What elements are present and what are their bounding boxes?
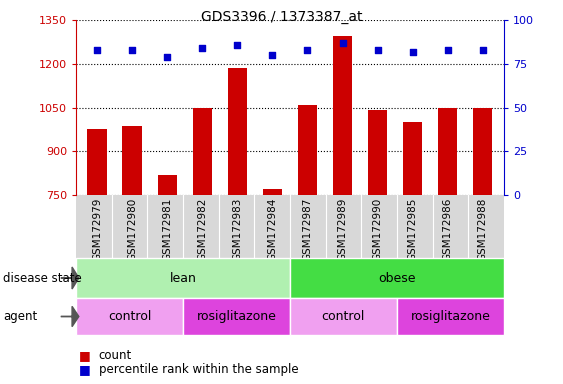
Text: disease state: disease state xyxy=(3,271,82,285)
Text: rosiglitazone: rosiglitazone xyxy=(410,310,490,323)
Point xyxy=(233,41,242,48)
Bar xyxy=(263,189,282,195)
Point xyxy=(373,47,382,53)
Point xyxy=(479,47,488,53)
Bar xyxy=(87,129,107,195)
Point xyxy=(408,48,417,55)
Point xyxy=(443,47,452,53)
Point xyxy=(92,47,101,53)
Point xyxy=(268,52,277,58)
Bar xyxy=(227,68,247,195)
Text: GDS3396 / 1373387_at: GDS3396 / 1373387_at xyxy=(201,10,362,23)
Text: percentile rank within the sample: percentile rank within the sample xyxy=(99,363,298,376)
Text: count: count xyxy=(99,349,132,362)
Bar xyxy=(368,111,387,195)
Bar xyxy=(158,175,177,195)
Text: lean: lean xyxy=(169,271,196,285)
Text: control: control xyxy=(321,310,365,323)
Point xyxy=(128,47,137,53)
Bar xyxy=(298,104,317,195)
Text: ■: ■ xyxy=(79,363,91,376)
Bar xyxy=(333,36,352,195)
Bar xyxy=(438,108,457,195)
Bar xyxy=(403,122,422,195)
Text: ■: ■ xyxy=(79,349,91,362)
Bar xyxy=(193,108,212,195)
Point xyxy=(303,47,312,53)
Text: agent: agent xyxy=(3,310,37,323)
Text: rosiglitazone: rosiglitazone xyxy=(196,310,276,323)
Text: control: control xyxy=(108,310,151,323)
Text: obese: obese xyxy=(378,271,415,285)
Point xyxy=(338,40,347,46)
Bar xyxy=(473,108,493,195)
Bar xyxy=(123,126,142,195)
Point xyxy=(198,45,207,51)
Point xyxy=(163,54,172,60)
